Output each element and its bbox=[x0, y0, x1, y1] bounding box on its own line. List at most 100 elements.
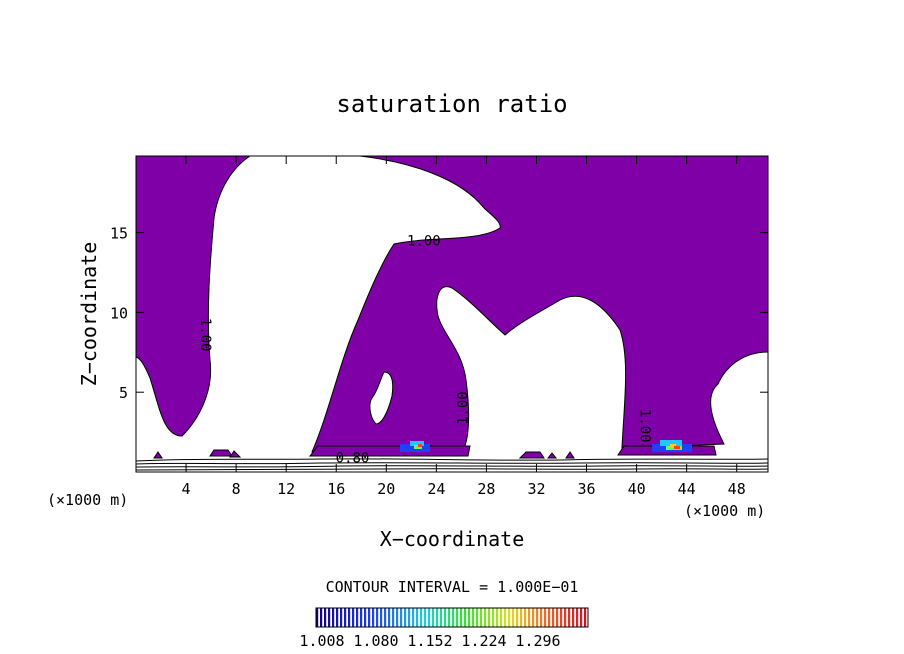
colorbar-swatch bbox=[452, 608, 455, 627]
colorbar-swatch bbox=[468, 608, 471, 627]
x-tick-label: 4 bbox=[182, 480, 191, 498]
colorbar-swatch bbox=[436, 608, 439, 627]
colorbar-swatch bbox=[504, 608, 507, 627]
colorbar-swatch bbox=[516, 608, 519, 627]
colorbar-swatch bbox=[340, 608, 343, 627]
x-tick-label: 44 bbox=[678, 480, 696, 498]
y-tick-label: 5 bbox=[119, 384, 128, 402]
colorbar-swatch bbox=[560, 608, 563, 627]
chart-title: saturation ratio bbox=[336, 90, 567, 118]
colorbar-swatch bbox=[552, 608, 555, 627]
colorbar-swatch bbox=[324, 608, 327, 627]
colorbar-swatch bbox=[472, 608, 475, 627]
colorbar-swatch bbox=[432, 608, 435, 627]
colorbar-frame bbox=[315, 607, 589, 628]
colorbar-swatch bbox=[440, 608, 443, 627]
x-tick-label: 24 bbox=[427, 480, 445, 498]
colorbar-swatch bbox=[580, 608, 583, 627]
colorbar-swatch bbox=[568, 608, 571, 627]
contour-labels: 1.00 1.00 1.00 1.00 0.80 bbox=[197, 233, 652, 466]
contour-label: 1.00 bbox=[197, 318, 213, 352]
x-tick-label: 16 bbox=[327, 480, 345, 498]
colorbar-swatch bbox=[556, 608, 559, 627]
colorbar-swatch bbox=[584, 608, 587, 627]
x-axis: 4 8 12 16 20 24 28 32 36 40 44 48 bbox=[182, 156, 746, 498]
colorbar-swatch bbox=[408, 608, 411, 627]
contour-interval-label: CONTOUR INTERVAL = 1.000E−01 bbox=[326, 578, 579, 596]
plot-area bbox=[135, 155, 769, 473]
colorbar-swatch bbox=[416, 608, 419, 627]
colorbar-swatch bbox=[548, 608, 551, 627]
colorbar-tick-label: 1.080 bbox=[353, 632, 398, 650]
colorbar-tick-label: 1.152 bbox=[407, 632, 452, 650]
colorbar-swatch bbox=[456, 608, 459, 627]
x-axis-label: X−coordinate bbox=[380, 527, 525, 551]
colorbar-swatch bbox=[480, 608, 483, 627]
colorbar-swatch bbox=[488, 608, 491, 627]
colorbar-swatch bbox=[352, 608, 355, 627]
colorbar-swatch bbox=[384, 608, 387, 627]
colorbar-swatch bbox=[496, 608, 499, 627]
colorbar-swatch bbox=[464, 608, 467, 627]
colorbar-swatch bbox=[360, 608, 363, 627]
colorbar-swatch bbox=[528, 608, 531, 627]
colorbar-swatch bbox=[460, 608, 463, 627]
colorbar-swatch bbox=[484, 608, 487, 627]
colorbar-swatch bbox=[348, 608, 351, 627]
x-tick-label: 48 bbox=[728, 480, 746, 498]
y-tick-label: 15 bbox=[110, 225, 128, 243]
saturated-region bbox=[135, 155, 252, 437]
colorbar-swatch bbox=[444, 608, 447, 627]
colorbar-swatch bbox=[512, 608, 515, 627]
colorbar-swatch bbox=[540, 608, 543, 627]
colorbar-swatch bbox=[316, 608, 319, 627]
x-tick-label: 28 bbox=[477, 480, 495, 498]
colorbar-swatch bbox=[508, 608, 511, 627]
colorbar-tick-label: 1.008 bbox=[299, 632, 344, 650]
colorbar-swatch bbox=[392, 608, 395, 627]
saturated-region bbox=[311, 155, 769, 453]
contour-label: 0.80 bbox=[336, 450, 370, 466]
colorbar-swatch bbox=[420, 608, 423, 627]
colorbar-swatch bbox=[332, 608, 335, 627]
colorbar-swatch bbox=[376, 608, 379, 627]
colorbar-swatch bbox=[520, 608, 523, 627]
contour-label: 1.00 bbox=[456, 391, 472, 425]
colorbar-swatch bbox=[336, 608, 339, 627]
high-value-spots bbox=[400, 440, 692, 452]
colorbar-tick-label: 1.296 bbox=[515, 632, 560, 650]
y-axis: 5 10 15 bbox=[110, 225, 768, 402]
colorbar-swatch bbox=[576, 608, 579, 627]
colorbar-swatch bbox=[476, 608, 479, 627]
colorbar-swatch bbox=[492, 608, 495, 627]
surface-contours bbox=[135, 458, 769, 471]
x-unit-right: (×1000 m) bbox=[684, 502, 765, 520]
colorbar-swatch bbox=[356, 608, 359, 627]
plot-frame bbox=[135, 155, 769, 473]
colorbar-swatch bbox=[536, 608, 539, 627]
unsaturated-hole bbox=[369, 371, 394, 425]
colorbar-swatch bbox=[396, 608, 399, 627]
x-tick-label: 40 bbox=[628, 480, 646, 498]
colorbar-swatch bbox=[364, 608, 367, 627]
colorbar-swatch bbox=[448, 608, 451, 627]
x-tick-label: 12 bbox=[277, 480, 295, 498]
colorbar-swatch bbox=[564, 608, 567, 627]
x-tick-label: 36 bbox=[578, 480, 596, 498]
colorbar-swatch bbox=[388, 608, 391, 627]
colorbar-swatch bbox=[400, 608, 403, 627]
colorbar-swatch bbox=[404, 608, 407, 627]
contour-label: 1.00 bbox=[636, 409, 652, 443]
x-tick-label: 32 bbox=[527, 480, 545, 498]
colorbar bbox=[315, 607, 589, 628]
colorbar-swatch bbox=[532, 608, 535, 627]
colorbar-swatch bbox=[412, 608, 415, 627]
colorbar-swatch bbox=[372, 608, 375, 627]
colorbar-swatch bbox=[524, 608, 527, 627]
colorbar-swatch bbox=[428, 608, 431, 627]
colorbar-swatch bbox=[500, 608, 503, 627]
y-axis-label: Z−coordinate bbox=[77, 242, 101, 387]
x-tick-label: 8 bbox=[232, 480, 241, 498]
x-tick-label: 20 bbox=[377, 480, 395, 498]
